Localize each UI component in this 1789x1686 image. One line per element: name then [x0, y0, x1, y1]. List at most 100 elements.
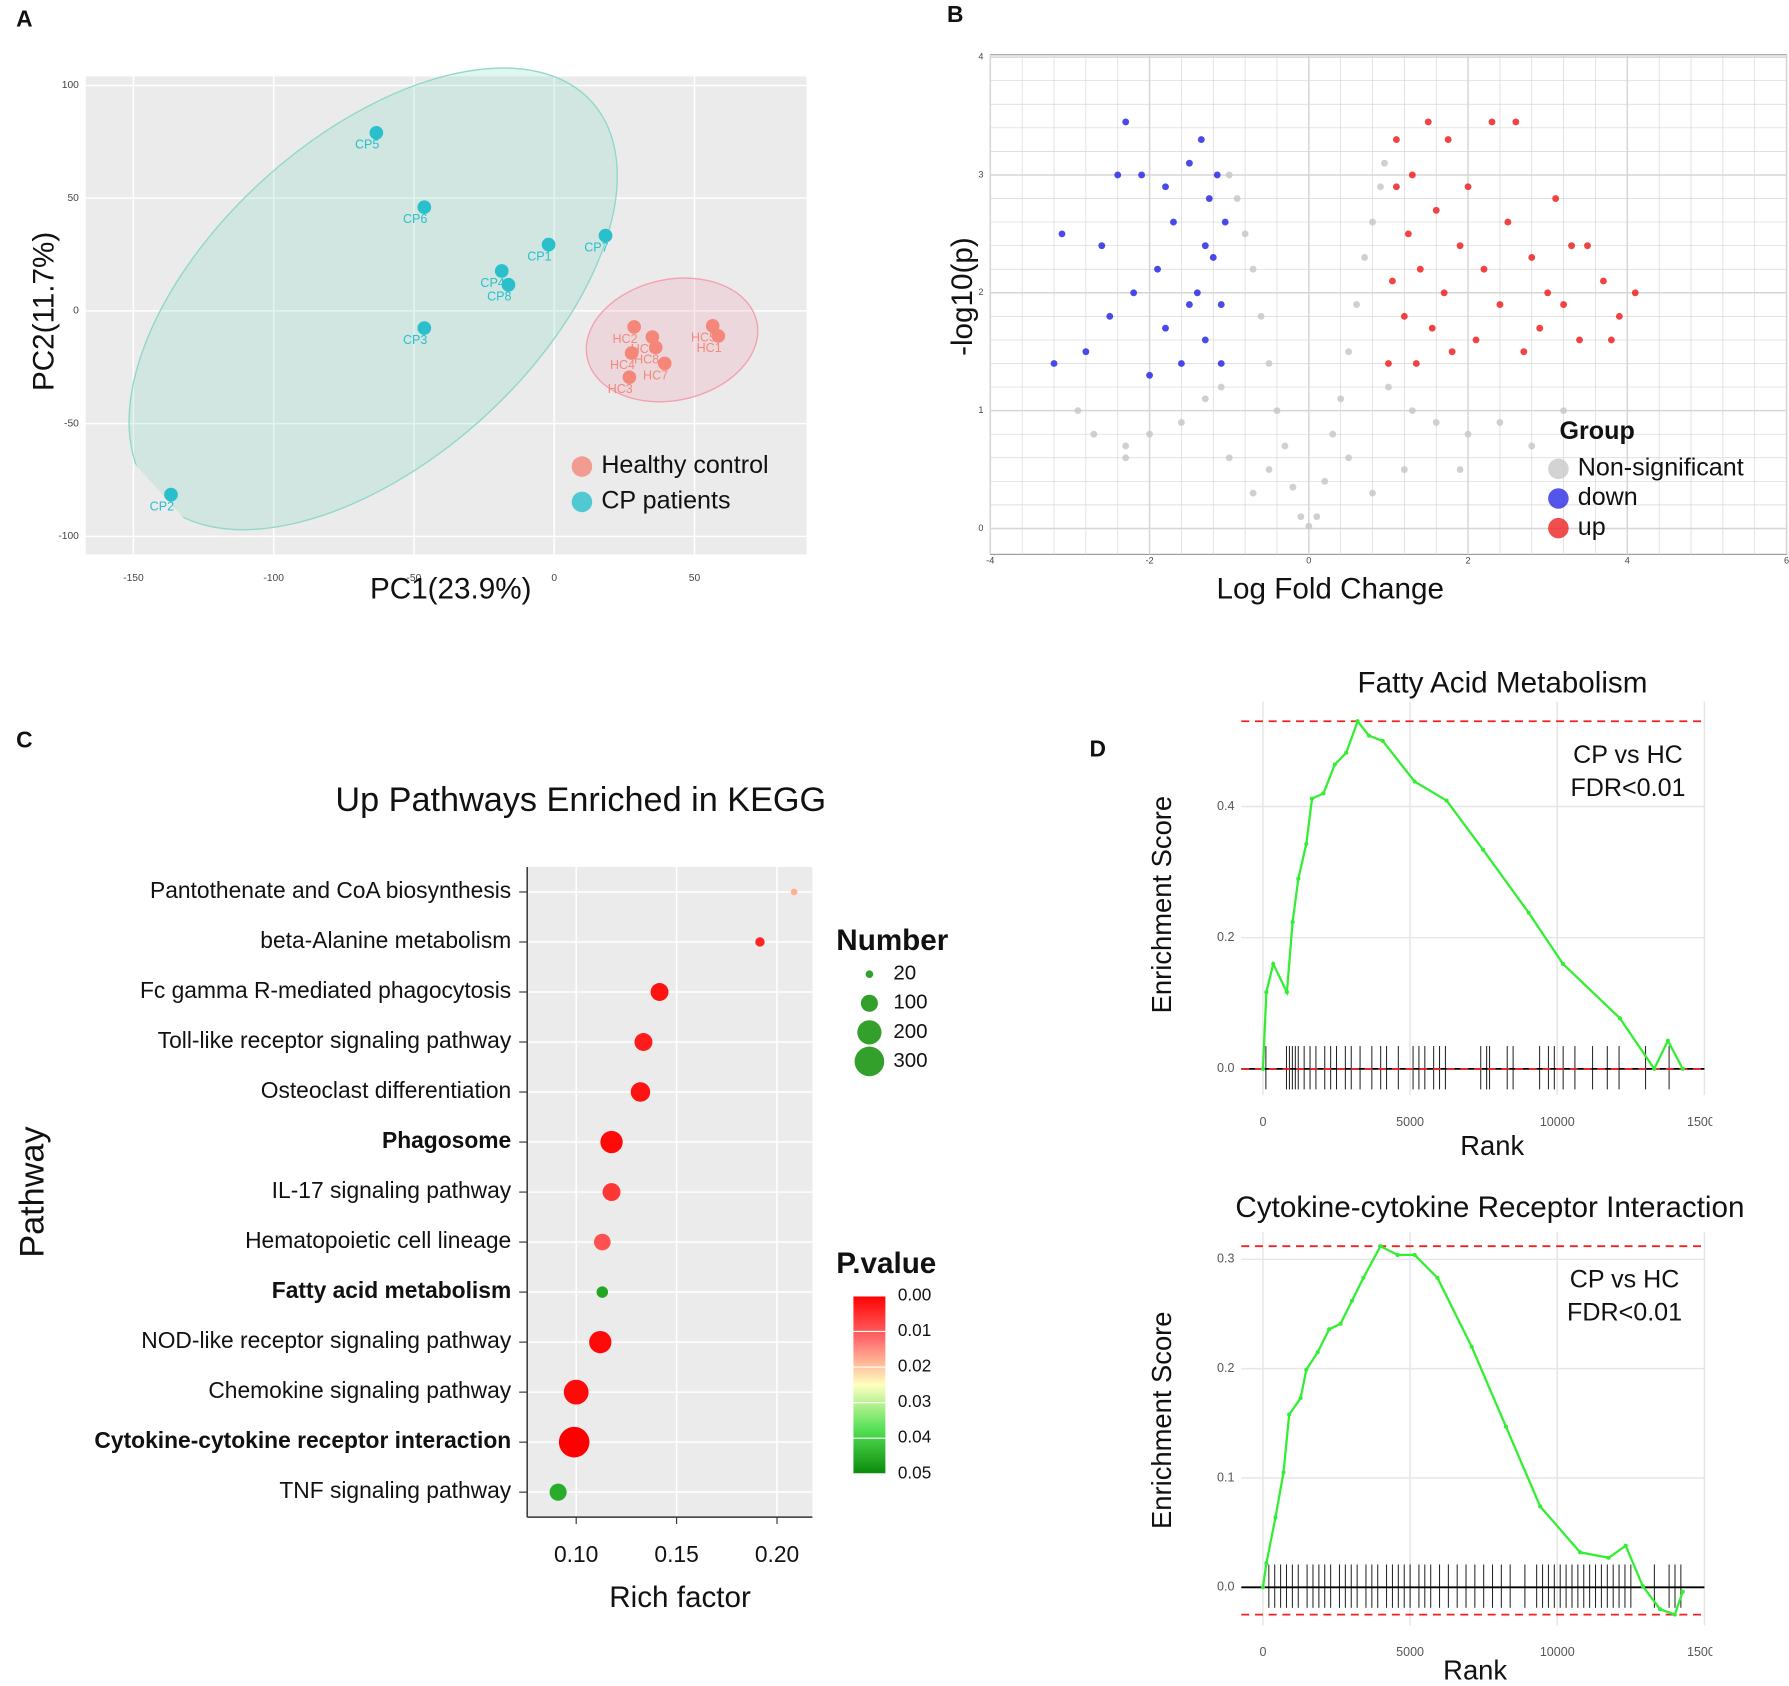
es-point [1344, 750, 1349, 755]
x-axis-label: Rank [1443, 1655, 1507, 1686]
point [164, 487, 178, 502]
point [1185, 301, 1193, 308]
point [1138, 171, 1146, 179]
es-point [1380, 738, 1385, 743]
point [1345, 348, 1353, 356]
x-tick-label: 6 [1784, 556, 1789, 566]
y-tick-label: Phagosome [382, 1127, 511, 1153]
point [1337, 395, 1345, 403]
annotation: CP vs HC [1573, 741, 1683, 769]
es-point [1672, 1612, 1677, 1617]
point [1412, 360, 1420, 367]
point [1217, 301, 1225, 308]
point [1544, 289, 1552, 297]
es-point [1412, 1252, 1417, 1257]
point-label: HC2 [612, 332, 637, 346]
bubble [600, 1130, 623, 1154]
point [541, 237, 556, 252]
point [1448, 348, 1456, 356]
point [1528, 442, 1536, 450]
colorbar-label: 0.04 [898, 1428, 932, 1447]
size-legend-marker [854, 1046, 885, 1077]
es-point [1290, 919, 1295, 924]
point [1361, 254, 1368, 261]
plot-background [85, 76, 807, 555]
es-point [1361, 1275, 1366, 1280]
point [1388, 277, 1396, 285]
annotation: CP vs HC [1570, 1266, 1680, 1294]
x-tick-label: 5000 [1396, 1115, 1424, 1129]
es-point [1640, 1584, 1645, 1589]
y-tick-label: IL-17 signaling pathway [272, 1177, 512, 1203]
point-label: CP3 [403, 333, 427, 347]
point [1329, 430, 1337, 438]
annotation: FDR<0.01 [1567, 1299, 1682, 1327]
point [1456, 242, 1464, 250]
point [1225, 454, 1233, 462]
point [1528, 254, 1536, 261]
colorbar-label: 0.02 [898, 1357, 931, 1376]
y-tick-label: 1 [978, 405, 983, 415]
x-tick-label: 0.15 [654, 1541, 698, 1567]
point [1353, 301, 1361, 308]
x-axis-label: PC1(23.9%) [370, 573, 531, 606]
point [648, 340, 663, 355]
es-point [1284, 990, 1289, 995]
x-tick-label: 50 [689, 573, 701, 584]
point [1122, 442, 1130, 450]
point [1385, 383, 1392, 391]
point [1225, 171, 1233, 179]
point [598, 228, 613, 243]
y-tick-label: 0.3 [1217, 1252, 1234, 1266]
size-legend-label: 20 [893, 962, 916, 985]
point-label: HC5 [691, 331, 716, 345]
point [1381, 159, 1388, 167]
point [1568, 242, 1575, 250]
legend-title: P.value [836, 1247, 936, 1280]
x-tick-label: -150 [123, 573, 144, 584]
point [1385, 360, 1392, 367]
point [1432, 418, 1440, 426]
point [1488, 118, 1496, 126]
es-point [1298, 1396, 1303, 1401]
point-label: CP6 [403, 212, 427, 226]
es-point [1435, 1275, 1440, 1280]
point [1464, 430, 1472, 438]
bubble [558, 1426, 590, 1458]
point [645, 330, 660, 344]
point-label: CP4 [480, 276, 504, 290]
point [1193, 289, 1201, 297]
bubble [755, 937, 765, 947]
chart-title: Cytokine-cytokine Receptor Interaction [1235, 1191, 1744, 1224]
es-point [1444, 798, 1449, 803]
legend-label: Healthy control [601, 451, 768, 479]
x-tick-label: 0.10 [554, 1541, 598, 1567]
point [1305, 522, 1313, 530]
point [1130, 289, 1138, 297]
point [1480, 265, 1488, 273]
point [1201, 242, 1209, 250]
point [1392, 183, 1400, 191]
legend-marker [571, 456, 593, 477]
es-point [1623, 1543, 1628, 1548]
point [1265, 466, 1273, 473]
x-tick-label: -2 [1146, 556, 1154, 566]
x-tick-label: 2 [1466, 556, 1471, 566]
legend-label: Non-significant [1578, 453, 1744, 481]
point [1607, 336, 1615, 344]
y-tick-label: Chemokine signaling pathway [208, 1377, 511, 1403]
point [1074, 407, 1082, 415]
point [1122, 454, 1130, 462]
point [1297, 513, 1305, 521]
point [1201, 395, 1209, 403]
point [1213, 171, 1221, 179]
x-tick-label: 15000 [1687, 1115, 1722, 1129]
point [1162, 183, 1169, 191]
es-point [1327, 1327, 1332, 1332]
y-tick-label: 2 [978, 287, 983, 297]
size-legend-marker [865, 970, 874, 979]
es-point [1349, 1298, 1354, 1303]
es-point [1281, 1470, 1286, 1475]
point [1428, 324, 1436, 332]
es-point [1273, 1515, 1278, 1520]
